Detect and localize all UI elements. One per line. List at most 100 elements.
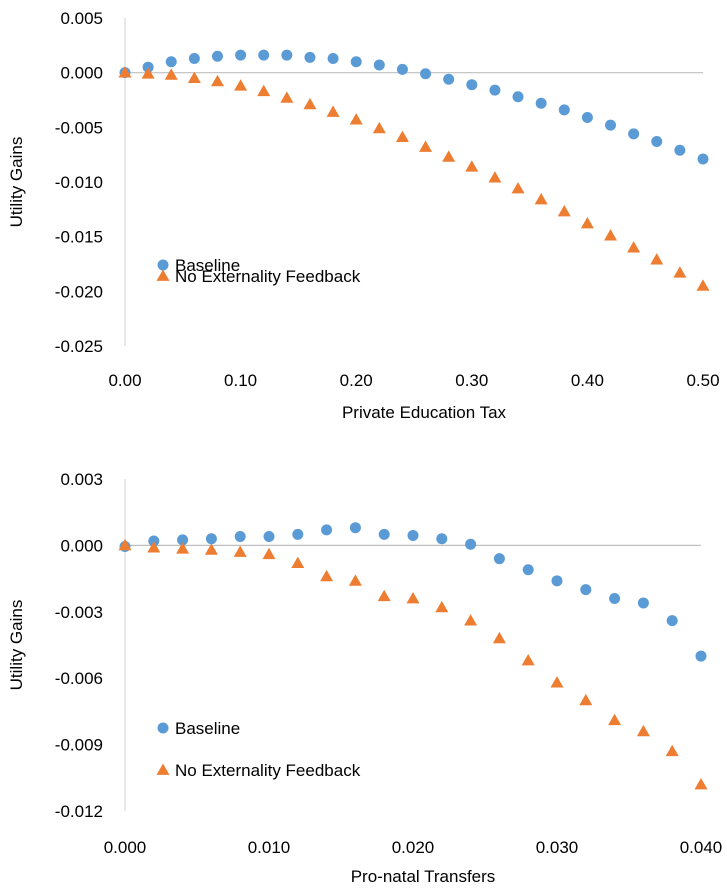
no-externality-point — [636, 724, 650, 737]
no-externality-point — [627, 241, 641, 253]
y-axis-title: Utility Gains — [7, 600, 26, 691]
y-tick-label: -0.010 — [55, 173, 103, 192]
no-externality-point — [326, 105, 340, 117]
baseline-point — [258, 49, 270, 61]
no-externality-point — [349, 113, 363, 125]
baseline-point — [142, 61, 154, 73]
no-externality-point — [557, 205, 571, 217]
baseline-point — [304, 51, 316, 63]
baseline-point — [558, 104, 570, 116]
no-externality-point — [534, 192, 548, 205]
no-externality-point — [604, 229, 618, 241]
no-externality-point — [176, 542, 190, 554]
baseline-point — [512, 91, 524, 103]
x-tick-label: 0.30 — [455, 371, 488, 390]
no-externality-point — [419, 140, 433, 152]
baseline-point — [263, 531, 275, 543]
baseline-point — [177, 534, 189, 546]
x-tick-label: 0.020 — [392, 838, 435, 857]
baseline-point — [436, 533, 448, 545]
baseline-point — [396, 63, 408, 75]
baseline-point — [493, 553, 505, 565]
no-externality-point — [204, 543, 218, 555]
baseline-point — [695, 650, 707, 662]
legend-label: Baseline — [175, 719, 240, 738]
x-axis-title: Pro-natal Transfers — [351, 867, 496, 886]
baseline-point — [321, 524, 333, 536]
y-tick-label: -0.003 — [55, 603, 103, 622]
x-tick-label: 0.40 — [571, 371, 604, 390]
no-externality-point — [262, 547, 276, 560]
baseline-point — [292, 528, 304, 540]
no-externality-point — [550, 676, 564, 688]
baseline-point — [211, 50, 223, 62]
series-1 — [119, 49, 709, 165]
legend-label: No Externality Feedback — [175, 761, 361, 780]
no-externality-point — [488, 171, 502, 183]
no-externality-point — [118, 66, 132, 78]
no-externality-point — [280, 91, 294, 103]
legend-baseline-marker — [157, 259, 169, 271]
chart-panel-1: 0.005 0.000 -0.005 -0.010 -0.015 -0.020 -0.025… — [7, 9, 720, 422]
no-externality-point — [608, 713, 622, 726]
no-externality-point — [210, 74, 224, 87]
baseline-point — [580, 584, 592, 596]
x-tick-label: 0.50 — [686, 371, 719, 390]
y-tick-label: -0.009 — [55, 736, 103, 755]
no-externality-point — [673, 266, 687, 278]
no-externality-point — [118, 538, 132, 551]
baseline-point — [234, 531, 246, 543]
baseline-point — [327, 52, 339, 64]
series-2 — [118, 66, 710, 291]
y-tick-label: 0.000 — [60, 536, 103, 555]
no-externality-point — [435, 600, 449, 613]
baseline-point — [205, 533, 217, 545]
legend-label: Baseline — [175, 256, 240, 275]
baseline-point — [349, 522, 361, 534]
no-externality-point — [372, 121, 386, 134]
baseline-point — [628, 128, 640, 140]
y-tick-label: -0.015 — [55, 228, 103, 247]
baseline-point — [535, 97, 547, 109]
y-tick-label: -0.025 — [55, 337, 103, 356]
y-tick-label: -0.012 — [55, 802, 103, 821]
baseline-point — [148, 535, 160, 547]
no-externality-point — [442, 150, 456, 162]
baseline-point — [581, 111, 593, 123]
no-externality-point — [579, 693, 593, 706]
baseline-point — [188, 52, 200, 64]
y-axis-title: Utility Gains — [7, 137, 26, 228]
no-externality-point — [665, 744, 679, 757]
no-externality-point — [141, 67, 155, 79]
x-axis-title: Private Education Tax — [342, 403, 507, 422]
legend-label: No Externality Feedback — [175, 267, 361, 286]
no-externality-point — [492, 631, 506, 644]
legend-baseline-marker — [157, 722, 169, 734]
baseline-point — [466, 79, 478, 91]
x-tick-label: 0.030 — [536, 838, 579, 857]
no-externality-point — [377, 589, 391, 602]
no-externality-point — [580, 217, 594, 229]
baseline-point — [420, 68, 432, 80]
no-externality-point — [348, 574, 362, 586]
baseline-point — [651, 136, 663, 148]
baseline-point — [637, 597, 649, 609]
baseline-point — [378, 528, 390, 540]
baseline-point — [281, 49, 293, 61]
no-externality-point — [395, 130, 409, 143]
baseline-point — [489, 84, 501, 96]
baseline-point — [609, 593, 621, 605]
no-externality-point — [464, 614, 478, 626]
y-tick-label: -0.006 — [55, 669, 103, 688]
x-tick-label: 0.000 — [104, 838, 147, 857]
no-externality-point — [465, 160, 479, 172]
baseline-point — [373, 59, 385, 71]
no-externality-point — [187, 71, 201, 84]
baseline-point — [666, 615, 678, 627]
baseline-point — [697, 153, 709, 165]
y-tick-label: 0.003 — [60, 470, 103, 489]
no-externality-point — [320, 569, 334, 582]
baseline-point — [443, 73, 455, 85]
